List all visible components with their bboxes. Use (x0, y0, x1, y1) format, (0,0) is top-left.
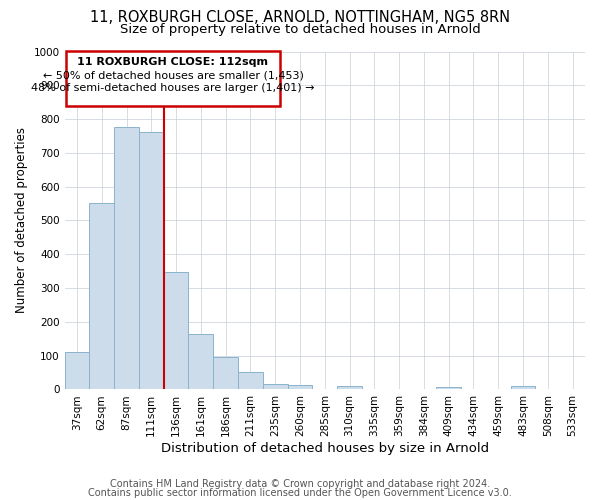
Bar (188, 334, 213, 390)
Y-axis label: Number of detached properties: Number of detached properties (15, 128, 28, 314)
Bar (89, 202, 114, 390)
Text: Contains HM Land Registry data © Crown copyright and database right 2024.: Contains HM Land Registry data © Crown c… (110, 479, 490, 489)
Text: Contains public sector information licensed under the Open Government Licence v3: Contains public sector information licen… (88, 488, 512, 498)
Bar (436, 387, 461, 390)
Bar (238, 372, 263, 390)
Text: ← 50% of detached houses are smaller (1,453): ← 50% of detached houses are smaller (1,… (43, 70, 304, 80)
Bar (263, 384, 287, 390)
Bar (511, 386, 535, 390)
Text: Size of property relative to detached houses in Arnold: Size of property relative to detached ho… (119, 22, 481, 36)
Text: 11 ROXBURGH CLOSE: 112sqm: 11 ROXBURGH CLOSE: 112sqm (77, 58, 268, 68)
Bar (114, 126, 139, 390)
Text: 11, ROXBURGH CLOSE, ARNOLD, NOTTINGHAM, NG5 8RN: 11, ROXBURGH CLOSE, ARNOLD, NOTTINGHAM, … (90, 10, 510, 25)
Bar (139, 132, 164, 390)
Bar (287, 386, 313, 390)
Bar (66, 52, 280, 106)
Bar (65, 352, 89, 390)
Bar (337, 386, 362, 390)
Bar (213, 356, 238, 390)
Bar (164, 272, 188, 390)
Text: 48% of semi-detached houses are larger (1,401) →: 48% of semi-detached houses are larger (… (31, 83, 315, 93)
X-axis label: Distribution of detached houses by size in Arnold: Distribution of detached houses by size … (161, 442, 489, 455)
